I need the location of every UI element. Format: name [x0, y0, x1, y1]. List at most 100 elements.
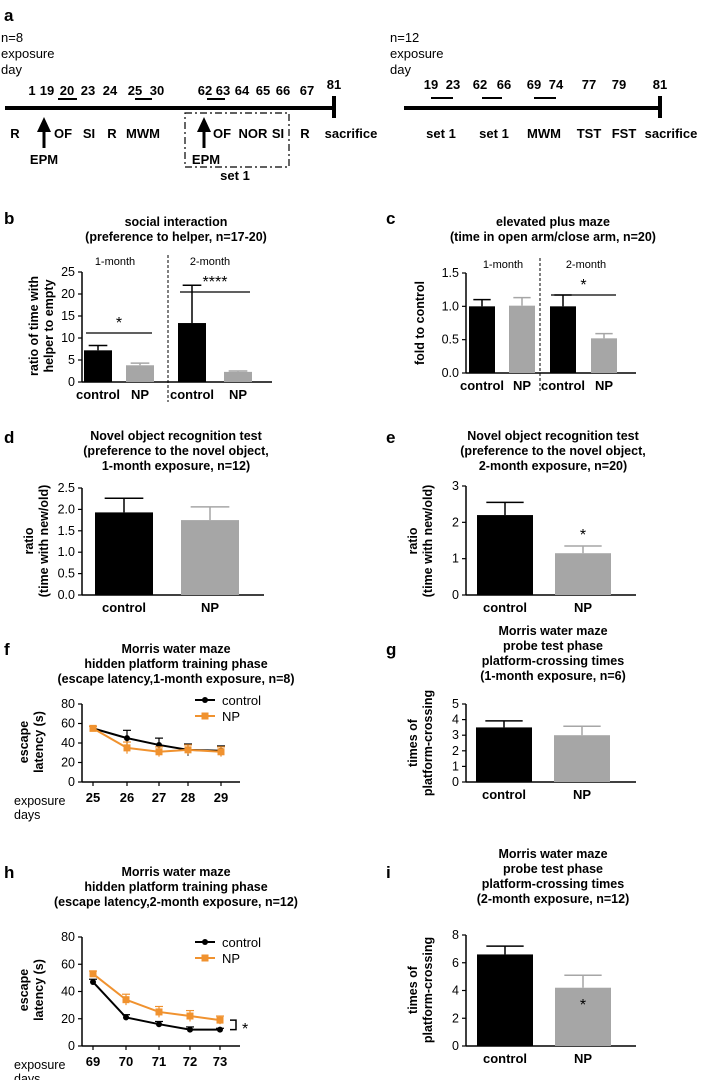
- y-axis-label-line: fold to control: [413, 281, 427, 365]
- event-label: TST: [577, 126, 602, 141]
- chart-d: d Novel object recognition test(preferenc…: [4, 428, 269, 615]
- y-tick-label: 10: [61, 331, 75, 345]
- x-axis-label: days: [14, 1072, 40, 1080]
- timeline-left-exposure: exposure: [1, 46, 54, 61]
- event-label: SI: [83, 126, 95, 141]
- bar: [555, 987, 611, 1046]
- y-tick-label: 5: [68, 353, 75, 367]
- y-tick-label: 0.5: [58, 567, 75, 581]
- y-tick-label: 25: [61, 265, 75, 279]
- day-tick: 69: [527, 77, 541, 92]
- event-label: set 1: [426, 126, 456, 141]
- chart-title: hidden platform training phase: [84, 880, 267, 894]
- bar: [469, 306, 495, 373]
- data-point: [89, 724, 97, 732]
- day-tick: 74: [549, 77, 564, 92]
- day-tick: 23: [81, 83, 95, 98]
- data-point: [217, 1026, 223, 1033]
- x-tick-label: control: [483, 600, 527, 615]
- x-tick-label: 28: [181, 790, 195, 805]
- day-tick: 19: [40, 83, 54, 98]
- chart-title: (time in open arm/close arm, n=20): [450, 230, 656, 244]
- data-point: [187, 1026, 193, 1033]
- group-label: 1-month: [95, 256, 135, 268]
- y-axis-label: ratio(time with new/old): [406, 485, 435, 598]
- chart-title: hidden platform training phase: [84, 657, 267, 671]
- event-label: sacrifice: [325, 126, 378, 141]
- day-tick: 30: [150, 83, 164, 98]
- chart-title: elevated plus maze: [496, 215, 610, 229]
- y-tick-label: 0: [68, 775, 75, 789]
- bar: [178, 323, 206, 382]
- timeline-right-n: n=12: [390, 30, 419, 45]
- y-tick-label: 1: [452, 552, 459, 566]
- y-tick-label: 4: [452, 713, 459, 727]
- y-tick-label: 80: [61, 930, 75, 944]
- event-label: OF: [54, 126, 72, 141]
- event-label: MWM: [126, 126, 160, 141]
- bar: [477, 515, 533, 595]
- x-tick-label: control: [170, 387, 214, 402]
- y-tick-label: 0: [68, 375, 75, 389]
- x-tick-label: 26: [120, 790, 134, 805]
- y-tick-label: 0: [452, 588, 459, 602]
- panel-label-i: i: [386, 863, 391, 882]
- epm-arrow-2: EPM: [192, 117, 220, 167]
- chart-title: Morris water maze: [498, 624, 607, 638]
- y-tick-label: 0: [452, 1039, 459, 1053]
- chart-title: (escape latency,2-month exposure, n=12): [54, 895, 298, 909]
- bar: [550, 306, 576, 373]
- bar: [95, 512, 153, 595]
- y-tick-label: 2: [452, 1011, 459, 1025]
- chart-title: (escape latency,1-month exposure, n=8): [58, 672, 295, 686]
- day-tick: 67: [300, 83, 314, 98]
- x-tick-label: control: [541, 378, 585, 393]
- y-axis-label: times ofplatform-crossing: [406, 937, 435, 1043]
- group-label: 1-month: [483, 259, 523, 271]
- panel-label-a: a: [4, 6, 14, 25]
- y-axis-label: escapelatency (s): [17, 959, 46, 1021]
- x-tick-label: control: [102, 600, 146, 615]
- y-tick-label: 15: [61, 309, 75, 323]
- event-label: MWM: [527, 126, 561, 141]
- y-tick-label: 20: [61, 1012, 75, 1026]
- data-point: [123, 744, 131, 752]
- timeline-left-n: n=8: [1, 30, 23, 45]
- day-tick: 25: [128, 83, 142, 98]
- set-box: [184, 112, 290, 168]
- y-tick-label: 1.5: [58, 524, 75, 538]
- set-label: set 1: [220, 168, 250, 183]
- day-tick: 62: [198, 83, 212, 98]
- x-tick-label: 27: [152, 790, 166, 805]
- series-line: [92, 727, 222, 753]
- y-tick-label: 1.0: [58, 545, 75, 559]
- x-tick-label: 69: [86, 1054, 100, 1069]
- data-point: [216, 1016, 224, 1024]
- y-axis-label: fold to control: [413, 281, 427, 365]
- data-point: [156, 1021, 162, 1028]
- timeline-panel: a n=8 exposure day 1 19 20 23 24 25 30 6…: [1, 6, 697, 183]
- y-tick-label: 5: [452, 697, 459, 711]
- significance-marker: *: [116, 315, 122, 332]
- y-axis-label-line: times of: [406, 965, 420, 1014]
- bar: [509, 305, 535, 373]
- y-tick-label: 60: [61, 957, 75, 971]
- y-axis-label-line: times of: [406, 718, 420, 767]
- bar: [591, 338, 617, 373]
- y-tick-label: 1: [452, 759, 459, 773]
- data-point: [186, 1012, 194, 1020]
- y-axis-label: ratio of time withhelper to empty: [27, 276, 56, 376]
- data-point: [155, 748, 163, 756]
- y-axis-label-line: ratio: [22, 527, 36, 554]
- y-tick-label: 4: [452, 984, 459, 998]
- chart-title: (preference to the novel object,: [460, 444, 645, 458]
- data-point: [123, 1014, 129, 1021]
- x-tick-label: 73: [213, 1054, 227, 1069]
- significance-marker: *: [242, 1021, 248, 1038]
- data-point: [184, 746, 192, 754]
- chart-c: c elevated plus maze(time in open arm/clo…: [386, 209, 656, 393]
